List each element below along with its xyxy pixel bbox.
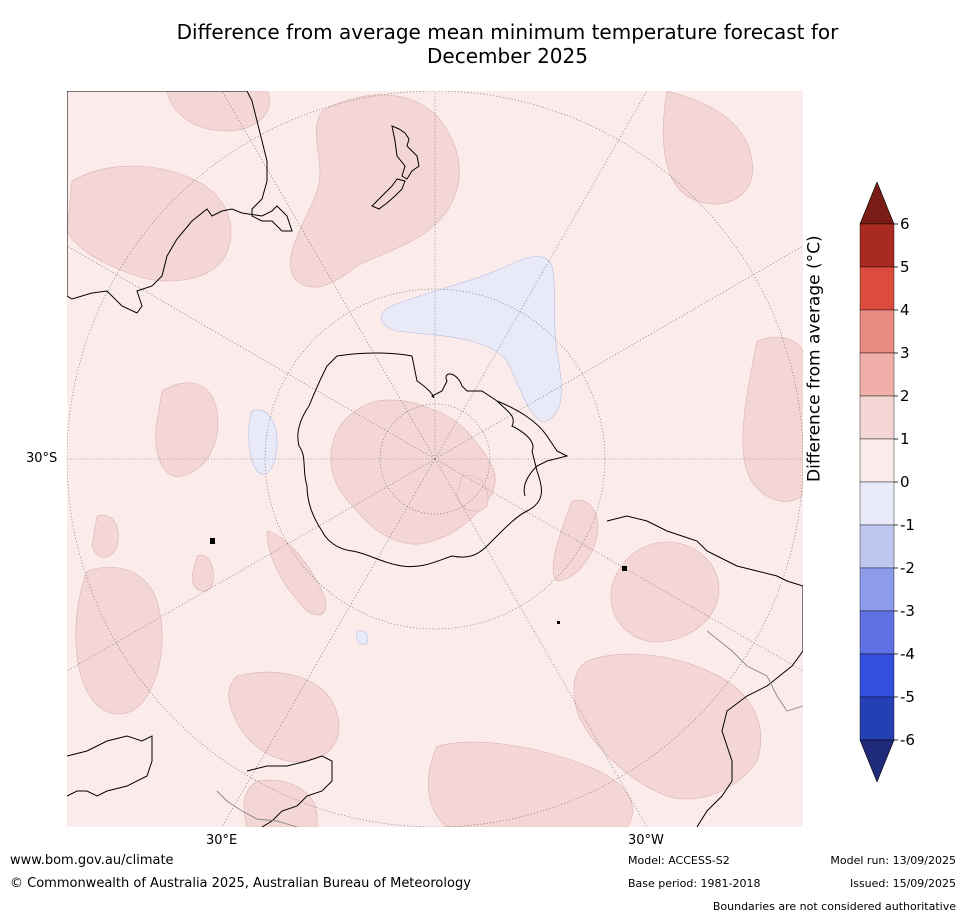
anomaly-patch-atlantic: [610, 541, 720, 643]
meridian-60w: [434, 245, 803, 460]
island-3: [557, 621, 560, 624]
colorbar-tick-label: -2: [900, 559, 915, 577]
colorbar-tick-label: 5: [900, 258, 910, 276]
cool-patch-west: [248, 409, 278, 475]
colorbar-label: Difference from average (°C): [804, 235, 825, 482]
anomaly-patch-bottom-left: [243, 779, 318, 827]
anomaly-patch-small-2: [91, 514, 119, 558]
colorbar-extend-min: [859, 739, 895, 782]
polar-map: [67, 91, 803, 827]
meridian-30w: [434, 91, 648, 460]
lon-label-30e: 30°E: [206, 833, 238, 848]
anomaly-patch-aus-south: [67, 165, 232, 282]
colorbar-tick-label: -3: [900, 602, 915, 620]
colorbar: 6 5 4 3 2 1 0 -1 -2 -3 -4 -5 -6: [859, 182, 915, 782]
colorbar-tick-label: 6: [900, 215, 910, 233]
anomaly-patch-africa-ocean: [75, 567, 163, 715]
footer-boundaries: Boundaries are not considered authoritat…: [712, 900, 956, 913]
colorbar-bin: [859, 352, 895, 397]
graticule: [67, 91, 803, 827]
meridian-120e: [67, 458, 436, 672]
anomaly-patch-south-america: [742, 337, 803, 502]
anomaly-patch-nz-sea: [290, 94, 460, 288]
colorbar-tick-label: 0: [900, 473, 910, 491]
anomaly-patch-topright: [662, 91, 753, 205]
anomaly-patch-north-left: [166, 91, 270, 132]
antarctic-peninsula-coastline: [496, 400, 569, 497]
south-america-coastline: [606, 515, 803, 827]
title-line-1: Difference from average mean minimum tem…: [176, 20, 839, 44]
island-1: [210, 538, 215, 544]
anomaly-patch-kerguelen: [266, 530, 327, 616]
anomaly-patch-small-1: [191, 554, 214, 592]
new-zealand-south-coastline: [371, 178, 406, 210]
colorbar-tick-label: 1: [900, 430, 910, 448]
colorbar-bin: [859, 266, 895, 311]
meridian-30e: [221, 91, 436, 460]
chart-title: Difference from average mean minimum tem…: [0, 20, 965, 68]
madagascar-coastline: [246, 755, 333, 827]
title-line-2: December 2025: [427, 44, 588, 68]
new-zealand-north-coastline: [391, 125, 420, 180]
colorbar-bin: [859, 438, 895, 483]
islands: [210, 538, 627, 624]
colorbar-tick-label: -5: [900, 688, 915, 706]
colorbar-extend-max: [859, 182, 895, 225]
colorbar-tick-label: -1: [900, 516, 915, 534]
footer-model: Model: ACCESS-S2: [628, 854, 730, 867]
anomaly-patch-south-atlantic: [573, 653, 761, 800]
anomaly-minus-1-to-0-regions: [248, 256, 562, 645]
colorbar-tick-label: 4: [900, 301, 910, 319]
country-borders: [216, 630, 803, 827]
colorbar-bins: [859, 182, 895, 782]
colorbar-ticks: 6 5 4 3 2 1 0 -1 -2 -3 -4 -5 -6: [894, 215, 915, 749]
anomaly-patch-peninsula: [456, 474, 489, 512]
antarctica-coastline: [297, 352, 542, 568]
footer-website[interactable]: www.bom.gov.au/climate: [10, 853, 174, 868]
colorbar-tick-label: -6: [900, 731, 915, 749]
anomaly-patch-indian-1: [155, 382, 219, 477]
colorbar-bin: [859, 309, 895, 354]
colorbar-tick-label: 2: [900, 387, 910, 405]
anomaly-1-to-2-regions: [67, 91, 803, 827]
footer-model-run: Model run: 13/09/2025: [830, 854, 956, 867]
meridian-150w: [434, 458, 648, 827]
colorbar-bin: [859, 223, 895, 268]
anomaly-patch-drake: [552, 499, 599, 582]
africa-coastline: [67, 735, 153, 797]
lat-label-30s: 30°S: [26, 451, 58, 466]
footer-issued: Issued: 15/09/2025: [849, 877, 956, 890]
colorbar-bin: [859, 610, 895, 655]
colorbar-tick-label: 3: [900, 344, 910, 362]
lon-label-30w: 30°W: [628, 833, 664, 848]
meridian-60e: [67, 245, 436, 460]
footer-base-period: Base period: 1981-2018: [628, 877, 761, 890]
anomaly-patch-antarctica: [330, 399, 496, 545]
island-2: [622, 566, 627, 571]
cool-patch-ross-sea: [381, 256, 562, 422]
colorbar-bin: [859, 481, 895, 526]
cool-patch-small: [356, 630, 369, 645]
meridian-150e: [221, 458, 436, 827]
colorbar-bin: [859, 696, 895, 741]
colorbar-tick-label: -4: [900, 645, 915, 663]
border-africa: [216, 790, 298, 827]
colorbar-bin: [859, 653, 895, 698]
australia-coastline: [67, 91, 293, 314]
coastlines: [67, 91, 803, 827]
border-south-america: [706, 630, 803, 712]
meridian-120w: [434, 458, 803, 672]
colorbar-bin: [859, 524, 895, 569]
colorbar-bin: [859, 567, 895, 612]
anomaly-patch-bottom: [427, 741, 633, 827]
colorbar-bin: [859, 395, 895, 440]
footer-copyright: © Commonwealth of Australia 2025, Austra…: [10, 876, 471, 891]
